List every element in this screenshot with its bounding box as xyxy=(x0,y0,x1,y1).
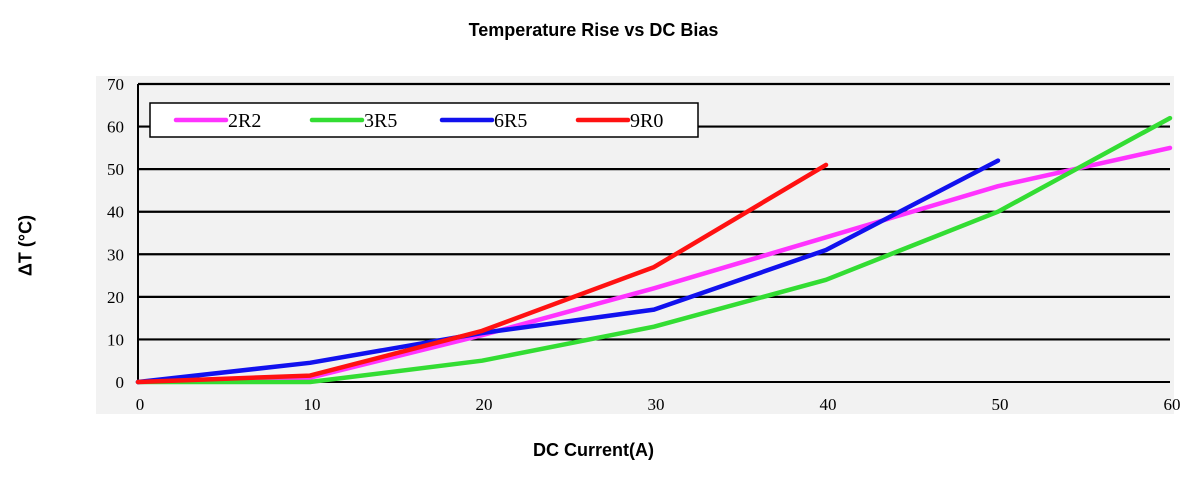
legend-label-3R5: 3R5 xyxy=(364,110,397,132)
series-line-3R5 xyxy=(135,115,1173,385)
y-tick-label-0: 0 xyxy=(116,373,125,392)
x-tick-label-30: 30 xyxy=(648,395,665,414)
series-line-6R5 xyxy=(135,158,1001,385)
x-tick-label-50: 50 xyxy=(992,395,1009,414)
legend-label-9R0: 9R0 xyxy=(630,110,663,132)
axis-ticks: 0 10 20 30 40 50 60 70 0 10 20 30 40 50 60 xyxy=(107,75,1181,414)
y-tick-label-70: 70 xyxy=(107,75,124,94)
series-line-9R0 xyxy=(135,162,829,385)
legend-box xyxy=(149,102,699,138)
y-tick-label-50: 50 xyxy=(107,160,124,179)
x-tick-label-0: 0 xyxy=(136,395,145,414)
x-axis-label: DC Current(A) xyxy=(533,440,654,460)
y-tick-label-40: 40 xyxy=(107,203,124,222)
x-tick-label-60: 60 xyxy=(1164,395,1181,414)
x-tick-label-10: 10 xyxy=(304,395,321,414)
legend-label-2R2: 2R2 xyxy=(228,110,261,132)
legend-label-6R5: 6R5 xyxy=(494,110,527,132)
series-lines xyxy=(135,115,1173,385)
y-tick-label-20: 20 xyxy=(107,288,124,307)
y-tick-label-10: 10 xyxy=(107,330,124,349)
chart-title: Temperature Rise vs DC Bias xyxy=(468,20,719,40)
y-tick-label-30: 30 xyxy=(107,245,124,264)
y-tick-label-60: 60 xyxy=(107,118,124,137)
x-tick-label-20: 20 xyxy=(476,395,493,414)
x-tick-label-40: 40 xyxy=(820,395,837,414)
legend: 2R2 3R5 6R5 9R0 xyxy=(149,102,699,138)
